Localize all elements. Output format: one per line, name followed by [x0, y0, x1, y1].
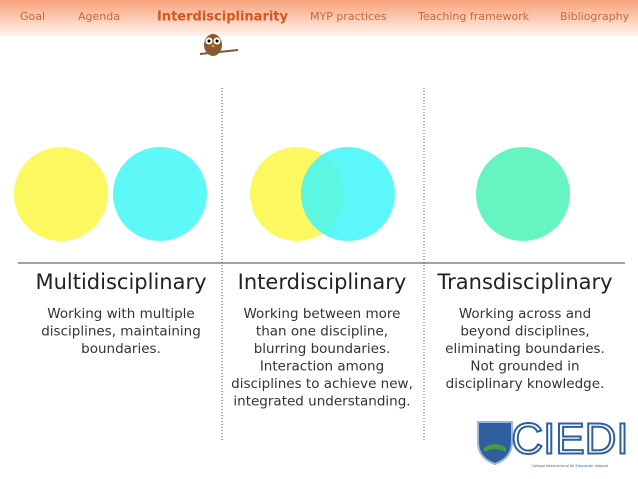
circle [301, 147, 395, 241]
nav-item[interactable]: MYP practices [310, 10, 387, 23]
logo-subtitle: Colegio Internacional de Educación Integ… [532, 464, 608, 468]
column-description: disciplinary knowledge. [446, 376, 605, 392]
column-description: eliminating boundaries. [445, 341, 605, 357]
nav-item[interactable]: Goal [20, 10, 45, 23]
column-description: beyond disciplines, [460, 324, 589, 340]
column-description: blurring boundaries. [254, 341, 391, 357]
nav-item[interactable]: Teaching framework [417, 10, 530, 23]
column-description: disciplines, maintaining [41, 324, 201, 340]
logo-name: CIEDI [511, 415, 628, 464]
column-description: disciplines to achieve new, [231, 376, 413, 392]
column-description: Working between more [244, 306, 401, 322]
column-title: Multidisciplinary [35, 270, 206, 294]
column-description: Not grounded in [470, 359, 579, 375]
nav-item[interactable]: Agenda [78, 10, 120, 23]
circle [14, 147, 108, 241]
column-description: integrated understanding. [233, 394, 410, 410]
nav-bar [0, 0, 638, 36]
logo: CIEDI Colegio Internacional de Educación… [477, 414, 630, 468]
circle [476, 147, 570, 241]
owl-icon [199, 34, 239, 56]
column-description: Working with multiple [47, 306, 194, 322]
column-title: Interdisciplinary [238, 270, 407, 294]
column-title: Transdisciplinary [436, 270, 612, 294]
column-description: Interaction among [260, 359, 384, 375]
column-description: Working across and [459, 306, 591, 322]
column-description: than one discipline, [256, 324, 388, 340]
circle [113, 147, 207, 241]
nav-item[interactable]: Bibliography [560, 10, 630, 23]
nav-item[interactable]: Interdisciplinarity [157, 10, 289, 25]
column-description: boundaries. [81, 341, 161, 357]
